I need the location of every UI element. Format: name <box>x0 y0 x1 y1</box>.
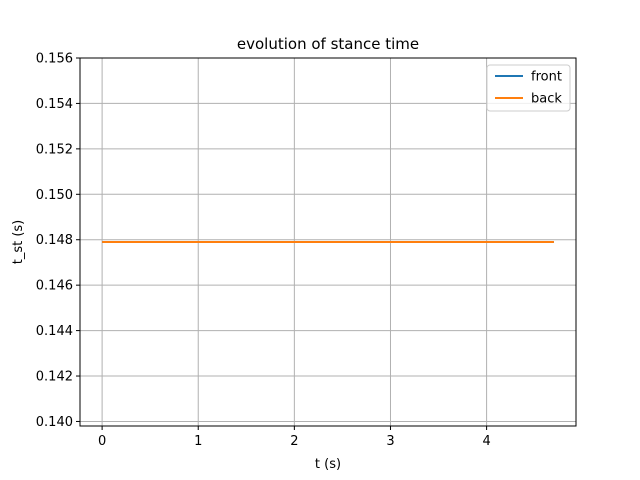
legend: front back <box>486 64 571 112</box>
y-tick-label: 0.148 <box>36 233 73 248</box>
x-axis-label: t (s) <box>315 457 341 472</box>
y-tick-label: 0.144 <box>36 324 73 339</box>
x-axis-ticks: 0 1 2 3 4 <box>98 426 491 449</box>
y-tick-label: 0.142 <box>36 370 73 385</box>
y-tick-label: 0.152 <box>36 142 73 157</box>
y-axis-label: t_st (s) <box>11 220 26 265</box>
x-tick-label: 4 <box>482 434 490 449</box>
chart-title: evolution of stance time <box>237 35 419 53</box>
y-tick-label: 0.156 <box>36 52 73 67</box>
x-tick-label: 3 <box>386 434 394 449</box>
y-tick-label: 0.140 <box>36 415 73 430</box>
y-axis-ticks: 0.140 0.142 0.144 0.146 0.148 0.150 0.152 0.154… <box>36 52 80 430</box>
legend-label-back: back <box>531 92 562 107</box>
y-tick-label: 0.154 <box>36 97 73 112</box>
legend-label-front: front <box>531 70 562 85</box>
y-tick-label: 0.146 <box>36 279 73 294</box>
x-tick-label: 0 <box>98 434 106 449</box>
y-tick-label: 0.150 <box>36 188 73 203</box>
x-tick-label: 2 <box>290 434 298 449</box>
x-tick-label: 1 <box>194 434 202 449</box>
plot-area-frame <box>79 57 577 427</box>
